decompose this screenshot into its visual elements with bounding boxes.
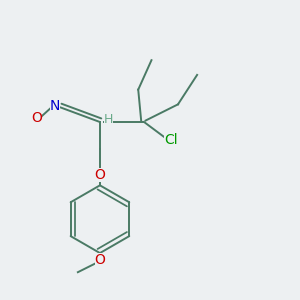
Text: Cl: Cl <box>164 133 177 147</box>
Text: O: O <box>94 253 105 266</box>
Text: O: O <box>94 168 105 182</box>
Text: N: N <box>50 99 60 113</box>
Text: H: H <box>104 112 113 126</box>
Text: O: O <box>31 111 42 125</box>
